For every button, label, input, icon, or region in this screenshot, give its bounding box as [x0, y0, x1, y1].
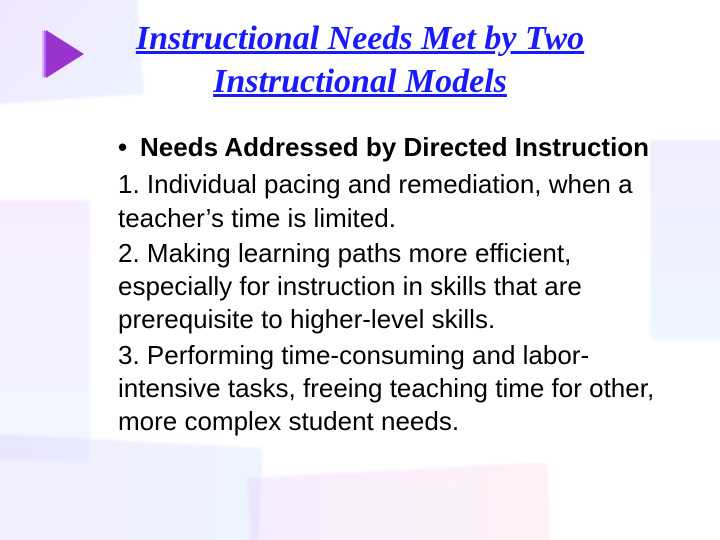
numbered-item-2: 2. Making learning paths more efficient,… — [118, 237, 660, 337]
slide-title-line1: Instructional Needs Met by Two — [136, 20, 584, 57]
slide-title-line2: Instructional Models — [213, 63, 507, 100]
slide-title: Instructional Needs Met by Two Instructi… — [78, 18, 641, 103]
numbered-item-1: 1. Individual pacing and remediation, wh… — [118, 168, 660, 235]
slide-container: Instructional Needs Met by Two Instructi… — [0, 0, 720, 540]
triangle-bullet-icon — [46, 30, 84, 78]
numbered-item-3: 3. Performing time-consuming and labor-i… — [118, 339, 660, 439]
bullet-heading: Needs Addressed by Directed Instruction — [118, 131, 660, 164]
body-text: Needs Addressed by Directed Instruction … — [118, 131, 660, 438]
